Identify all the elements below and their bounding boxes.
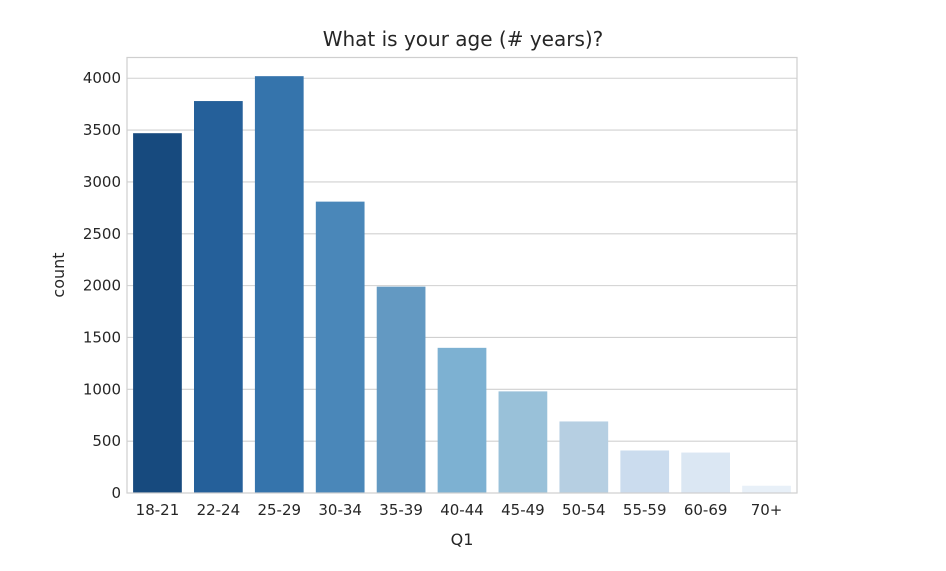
y-axis-label: count	[49, 252, 68, 297]
x-tick-labels: 18-21 22-24 25-29 30-34 35-39 40-44 45-49 50-54…	[136, 501, 783, 519]
y-tick-labels: 0 500 1000 1500 2000 2500 3000 3500 4000	[83, 69, 121, 502]
y-tick-label: 0	[111, 484, 121, 502]
bar-22-24	[194, 101, 243, 494]
y-tick-label: 3000	[83, 173, 121, 191]
bar-70+	[742, 485, 791, 493]
x-tick-label: 25-29	[257, 501, 301, 519]
chart-title: What is your age (# years)?	[323, 27, 604, 51]
bar-40-44	[437, 347, 487, 493]
x-tick-label: 22-24	[197, 501, 241, 519]
bar-18-21	[133, 133, 182, 494]
x-tick-label: 50-54	[562, 501, 606, 519]
x-tick-label: 60-69	[684, 501, 728, 519]
y-tick-label: 1500	[83, 328, 121, 346]
x-tick-label: 40-44	[440, 501, 484, 519]
bar-55-59	[620, 450, 670, 493]
y-tick-label: 2500	[83, 225, 121, 243]
bar-50-54	[559, 421, 609, 493]
bars	[133, 76, 791, 494]
y-tick-label: 1000	[83, 380, 121, 398]
x-tick-label: 35-39	[379, 501, 423, 519]
y-tick-label: 2000	[83, 277, 121, 295]
bar-45-49	[498, 391, 548, 493]
x-tick-label: 70+	[751, 501, 783, 519]
bar-25-29	[254, 76, 304, 494]
y-tick-label: 500	[92, 432, 121, 450]
plot-frame	[126, 56, 798, 494]
bar-35-39	[376, 286, 426, 493]
x-tick-label: 30-34	[318, 501, 362, 519]
x-tick-label: 45-49	[501, 501, 545, 519]
bar-60-69	[681, 452, 730, 493]
x-axis-label: Q1	[451, 530, 474, 549]
bar-30-34	[315, 201, 365, 493]
y-tick-label: 4000	[83, 69, 121, 87]
x-tick-label: 55-59	[623, 501, 667, 519]
y-tick-label: 3500	[83, 121, 121, 139]
x-tick-label: 18-21	[136, 501, 180, 519]
